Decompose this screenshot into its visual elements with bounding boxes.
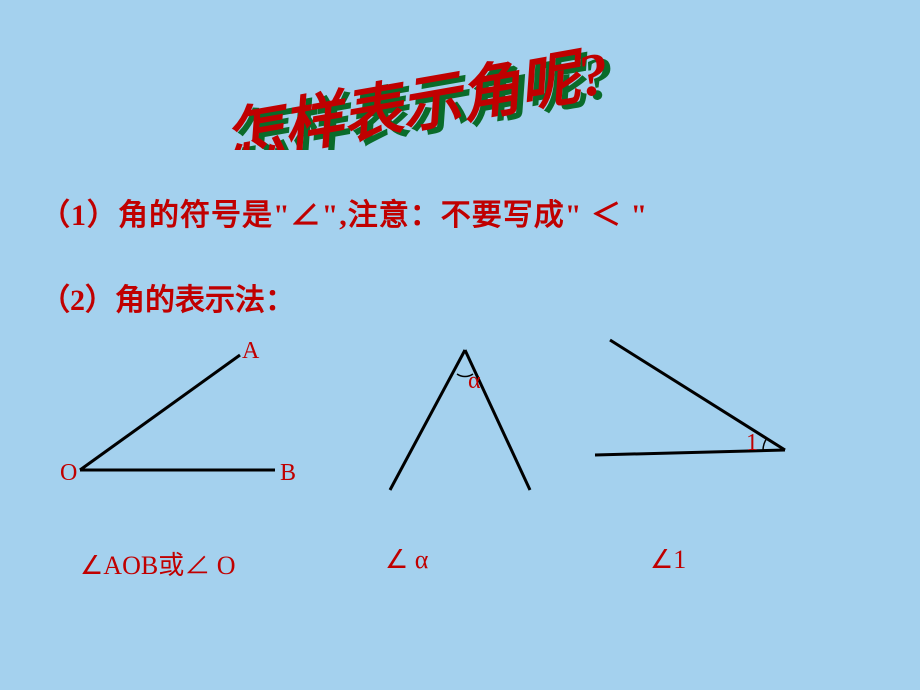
angle-aob (80, 355, 275, 470)
caption-alpha: ∠ α (385, 545, 428, 575)
label-a: A (242, 338, 259, 365)
label-one: 1 (746, 430, 758, 457)
title-wordart: 怎样表示角呢? 怎样表示角呢? (200, 40, 720, 150)
caption-1: ∠1 (650, 545, 686, 575)
caption-aob: ∠AOB或∠ O (80, 545, 235, 582)
statement-1: （1）角的符号是"∠",注意：不要写成" ＜ " (40, 190, 648, 234)
title-text: 怎样表示角呢? (218, 40, 614, 150)
angle-alpha (390, 350, 530, 490)
label-alpha: α (468, 368, 481, 395)
label-b: B (280, 460, 296, 487)
label-o: O (60, 460, 77, 487)
statement-2: （2）角的表示法： (40, 275, 295, 319)
